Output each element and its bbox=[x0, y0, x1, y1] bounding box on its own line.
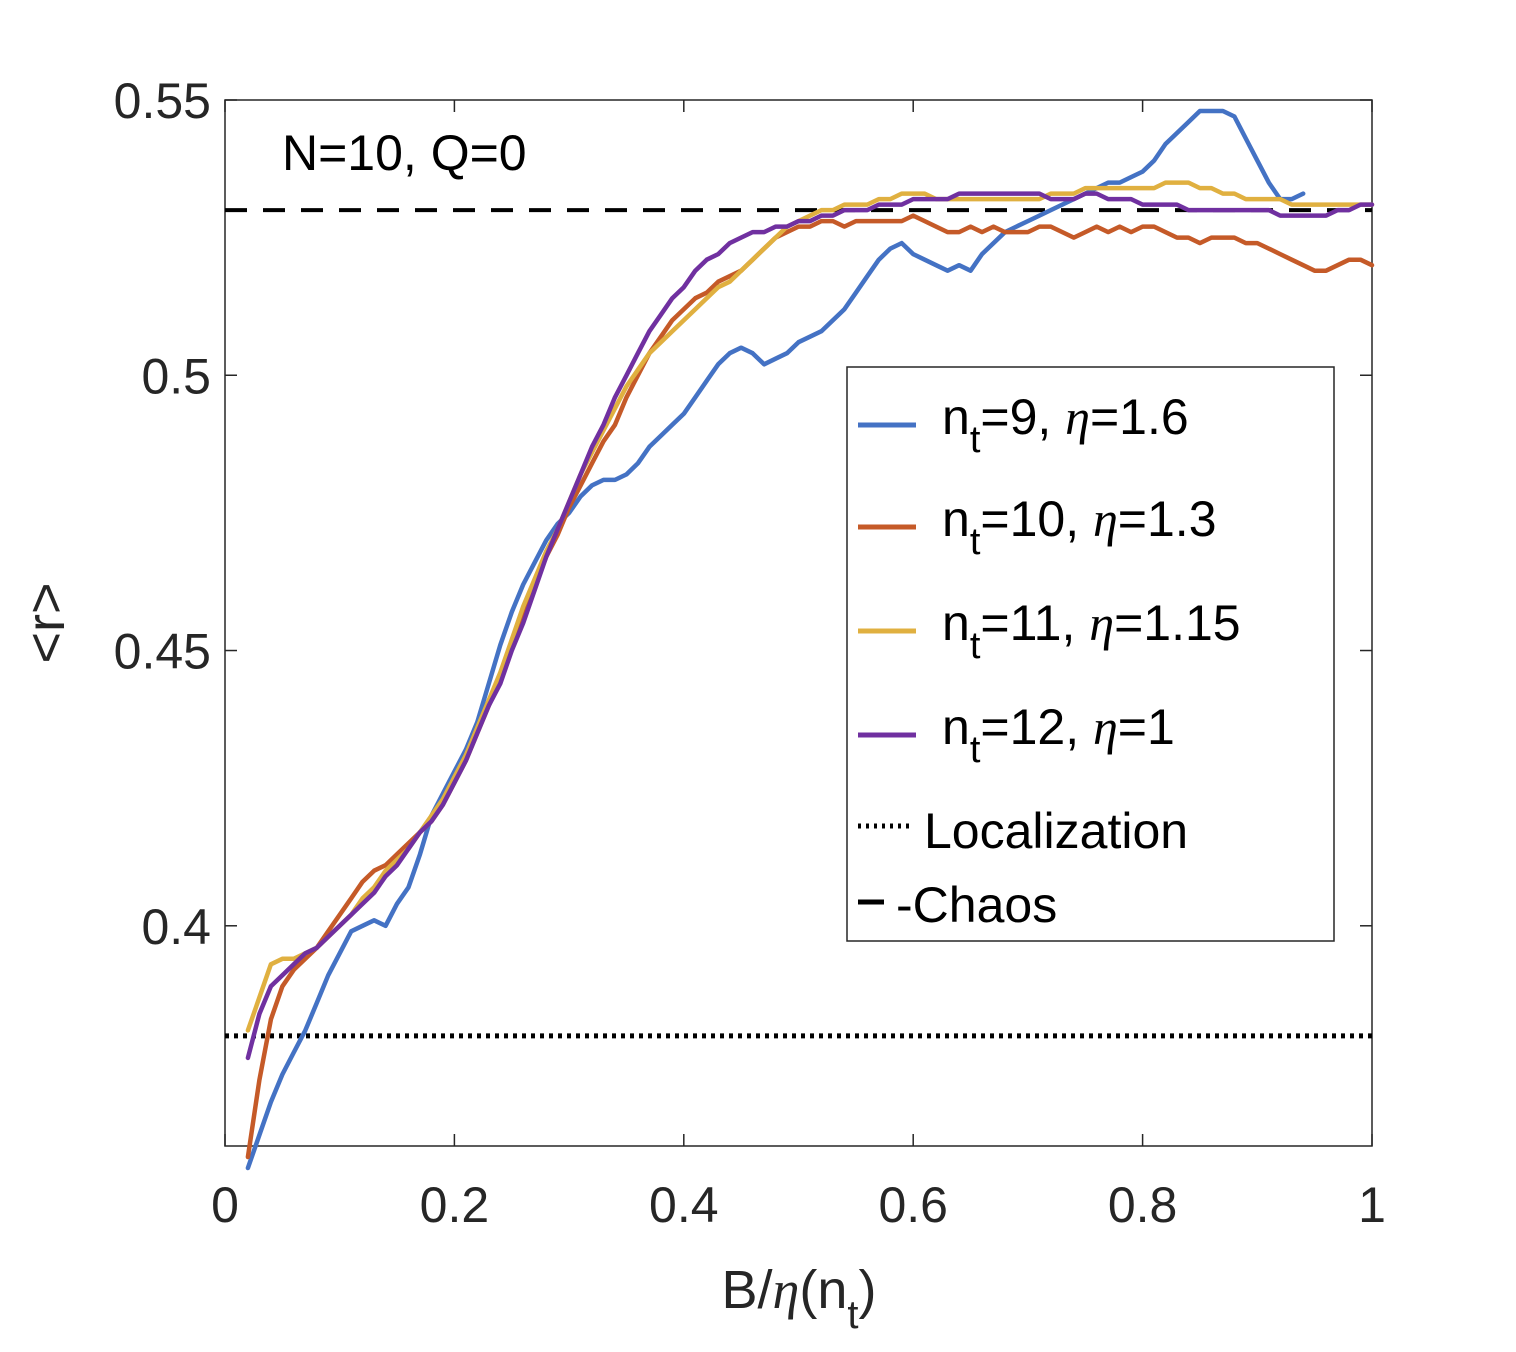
legend-label-localization: Localization bbox=[924, 803, 1188, 859]
legend-label-series-2: nt=11, η=1.15 bbox=[942, 595, 1241, 667]
x-axis-label: B/η(nt) bbox=[722, 1260, 877, 1337]
tick-labels: 0 0.2 0.4 0.6 0.8 1 0.4 0.45 0.5 0.55 bbox=[114, 73, 1386, 1233]
legend-label-chaos: -Chaos bbox=[896, 877, 1057, 933]
x-axis-label-eta: η bbox=[773, 1260, 800, 1320]
legend-label-series-3: nt=12, η=1 bbox=[942, 699, 1175, 771]
legend-box bbox=[846, 366, 1335, 942]
x-axis-label-close: ) bbox=[858, 1260, 876, 1320]
y-axis-label: <r> bbox=[16, 582, 76, 663]
x-tick-label: 0.2 bbox=[420, 1177, 490, 1233]
x-tick-label: 0.8 bbox=[1108, 1177, 1178, 1233]
annotation-text: N=10, Q=0 bbox=[282, 125, 527, 181]
series-line-2 bbox=[245, 180, 1375, 1033]
x-tick-label: 0.4 bbox=[649, 1177, 719, 1233]
reference-lines bbox=[225, 208, 1372, 1039]
series-line-0 bbox=[245, 108, 1306, 1171]
series-line-3 bbox=[245, 191, 1375, 1061]
legend-label-series-0: nt=9, η=1.6 bbox=[942, 389, 1189, 461]
y-tick-label: 0.5 bbox=[141, 348, 211, 404]
x-tick-label: 0.6 bbox=[878, 1177, 948, 1233]
x-axis-label-prefix: B/ bbox=[722, 1260, 773, 1320]
x-tick-label: 1 bbox=[1358, 1177, 1386, 1233]
legend: nt=9, η=1.6 nt=10, η=1.3 nt=11, η=1.15 n… bbox=[846, 366, 1335, 942]
y-tick-label: 0.45 bbox=[114, 624, 211, 680]
x-axis-label-open: (n bbox=[799, 1260, 847, 1320]
legend-label-series-1: nt=10, η=1.3 bbox=[942, 491, 1217, 563]
axis-ticks bbox=[224, 99, 1373, 1146]
x-axis-label-sub: t bbox=[847, 1293, 858, 1337]
series-lines bbox=[245, 108, 1375, 1171]
y-tick-label: 0.55 bbox=[114, 73, 211, 129]
x-tick-label: 0 bbox=[211, 1177, 239, 1233]
y-tick-label: 0.4 bbox=[141, 899, 211, 955]
